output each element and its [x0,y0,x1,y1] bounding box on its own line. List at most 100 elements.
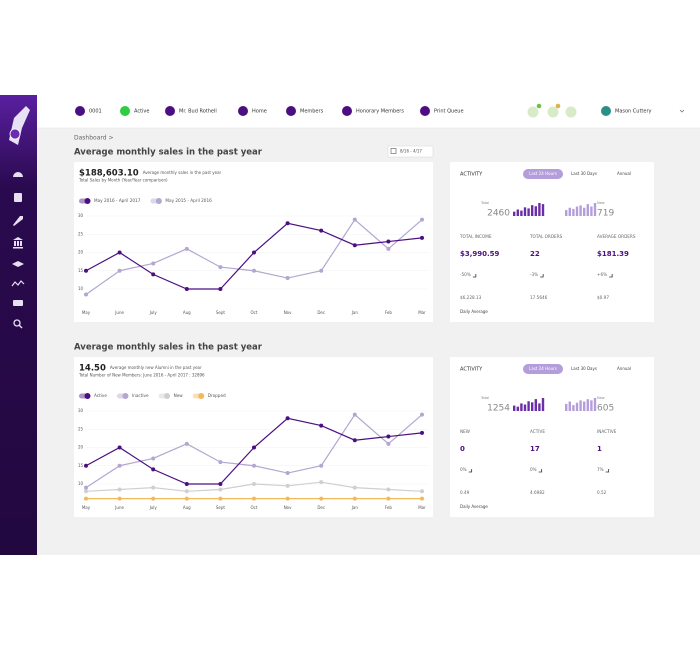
data-point [84,489,88,494]
notif-icon[interactable] [547,106,559,118]
icon-search[interactable] [13,319,21,327]
x-tick-label: Mar [418,505,426,510]
sparkline-bar [579,400,582,411]
stat-value: 0 [460,445,465,453]
chart-card [74,357,433,517]
data-point [184,287,189,291]
data-point [184,489,189,494]
chart-subtitle: Total Number of New Members: June 2016 -… [78,373,205,378]
data-point [386,441,391,446]
tab[interactable]: Last 30 Days [571,366,597,371]
sparkline-bar [575,402,579,411]
date-picker[interactable] [387,145,434,158]
icon-cap[interactable] [12,261,24,267]
tab[interactable]: Last 24 Hours [529,171,557,176]
date-range[interactable]: 8/16 - 4/17 [400,149,422,154]
sparkline-bar [534,206,537,216]
icon-trend[interactable] [11,280,25,287]
stat-average: 0.52 [597,490,607,495]
nav-icon[interactable] [286,106,296,116]
legend-knob [164,393,171,399]
settings-icon[interactable] [565,106,577,118]
nav-item[interactable]: Home [252,109,267,115]
sparkline-bar [531,402,534,411]
activity-card [450,162,654,322]
change-icon [605,469,610,473]
x-tick-label: June [114,310,124,315]
icon-dashboard[interactable] [13,172,23,177]
x-tick-label: May [82,310,91,315]
sparkline-bar [583,401,586,411]
x-tick-label: Sept [216,310,226,315]
activity-title: ACTIVITY [460,172,483,178]
nav-item[interactable]: Active [134,109,149,115]
nav-item[interactable]: Honorary Members [356,109,404,115]
tab[interactable]: Last 24 Hours [529,366,557,371]
total-value: 2460 [487,209,510,219]
data-point [184,482,189,486]
data-point [319,463,324,468]
change-icon [472,274,477,278]
data-point [117,268,122,273]
section-title: Average monthly sales in the past year [74,148,263,158]
icon-book[interactable] [14,193,22,202]
change-icon [538,469,543,473]
icon-rocket[interactable] [13,216,23,226]
tab[interactable]: Annual [617,171,631,176]
nav-item[interactable]: 0001 [89,109,102,115]
y-tick-label: 10 [78,481,84,486]
y-tick-label: 15 [78,463,84,468]
sparkline-bar [516,209,519,216]
x-tick-label: Oct [251,310,258,315]
nav-icon[interactable] [420,106,430,116]
tab[interactable]: Annual [617,366,631,371]
legend-knob [155,198,162,204]
data-point [252,482,256,486]
nav-icon[interactable] [120,106,130,116]
stat-value: 17 [530,445,540,453]
user-avatar[interactable] [601,106,611,116]
data-point [84,292,88,297]
breadcrumb[interactable]: Dashboard > [74,135,114,142]
notif-badge [555,103,561,109]
nav-icon[interactable] [238,106,248,116]
sparkline-bar [590,400,593,411]
top-bar [37,95,700,128]
stat-change: -50% [460,272,471,277]
data-point [151,272,156,277]
tab[interactable]: Last 30 Days [571,171,597,176]
nav-item[interactable]: Mr. Bud Rothell [179,109,217,115]
data-point [319,480,324,485]
total-label: Total [480,396,489,400]
stat-average: 0.49 [460,490,470,495]
data-point [218,460,223,465]
stat-average: $6,228.13 [460,295,482,300]
tab-active-bg[interactable] [523,364,563,374]
notif-icon[interactable] [527,106,539,118]
icon-bank[interactable] [13,237,23,249]
user-name[interactable]: Mason Cuttery [615,109,652,115]
nav-item[interactable]: Members [300,109,324,115]
logo-badge [9,128,21,140]
sparkline-bar [527,208,530,216]
icon-print[interactable] [13,300,23,306]
sparkline-bar [572,405,575,411]
data-point [352,217,357,222]
y-tick-label: 30 [78,213,84,218]
data-point [84,268,88,273]
data-point [352,485,357,490]
sparkline-bar [593,203,597,216]
section-title: Average monthly sales in the past year [74,343,263,353]
nav-item[interactable]: Print Queue [434,109,464,115]
sparkline-bar [572,208,575,216]
stat-label: NEW [460,429,470,434]
sparkline-bar [541,398,545,411]
legend-label: May 2016 - April 2017 [94,198,141,203]
legend-label: Inactive [132,393,149,398]
tab-active-bg[interactable] [523,169,563,179]
stat-label: ACTIVE [530,429,545,434]
nav-icon[interactable] [165,106,175,116]
nav-icon[interactable] [342,106,352,116]
data-point [218,487,223,492]
nav-icon[interactable] [75,106,85,116]
